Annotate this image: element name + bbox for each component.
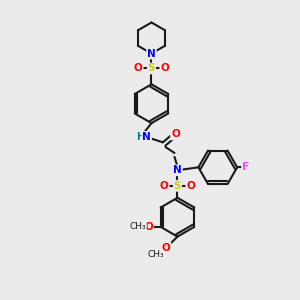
- Text: F: F: [242, 162, 249, 172]
- Text: O: O: [171, 130, 180, 140]
- Text: CH₃: CH₃: [147, 250, 164, 259]
- Text: S: S: [148, 64, 155, 74]
- Text: O: O: [162, 243, 170, 253]
- Text: O: O: [134, 64, 143, 74]
- Text: N: N: [147, 49, 156, 58]
- Text: O: O: [160, 181, 169, 191]
- Text: O: O: [186, 181, 195, 191]
- Text: H: H: [136, 133, 144, 142]
- Text: S: S: [174, 181, 181, 191]
- Text: N: N: [142, 132, 151, 142]
- Text: O: O: [160, 64, 169, 74]
- Text: CH₃: CH₃: [130, 222, 146, 231]
- Text: N: N: [173, 165, 182, 175]
- Text: O: O: [144, 222, 153, 232]
